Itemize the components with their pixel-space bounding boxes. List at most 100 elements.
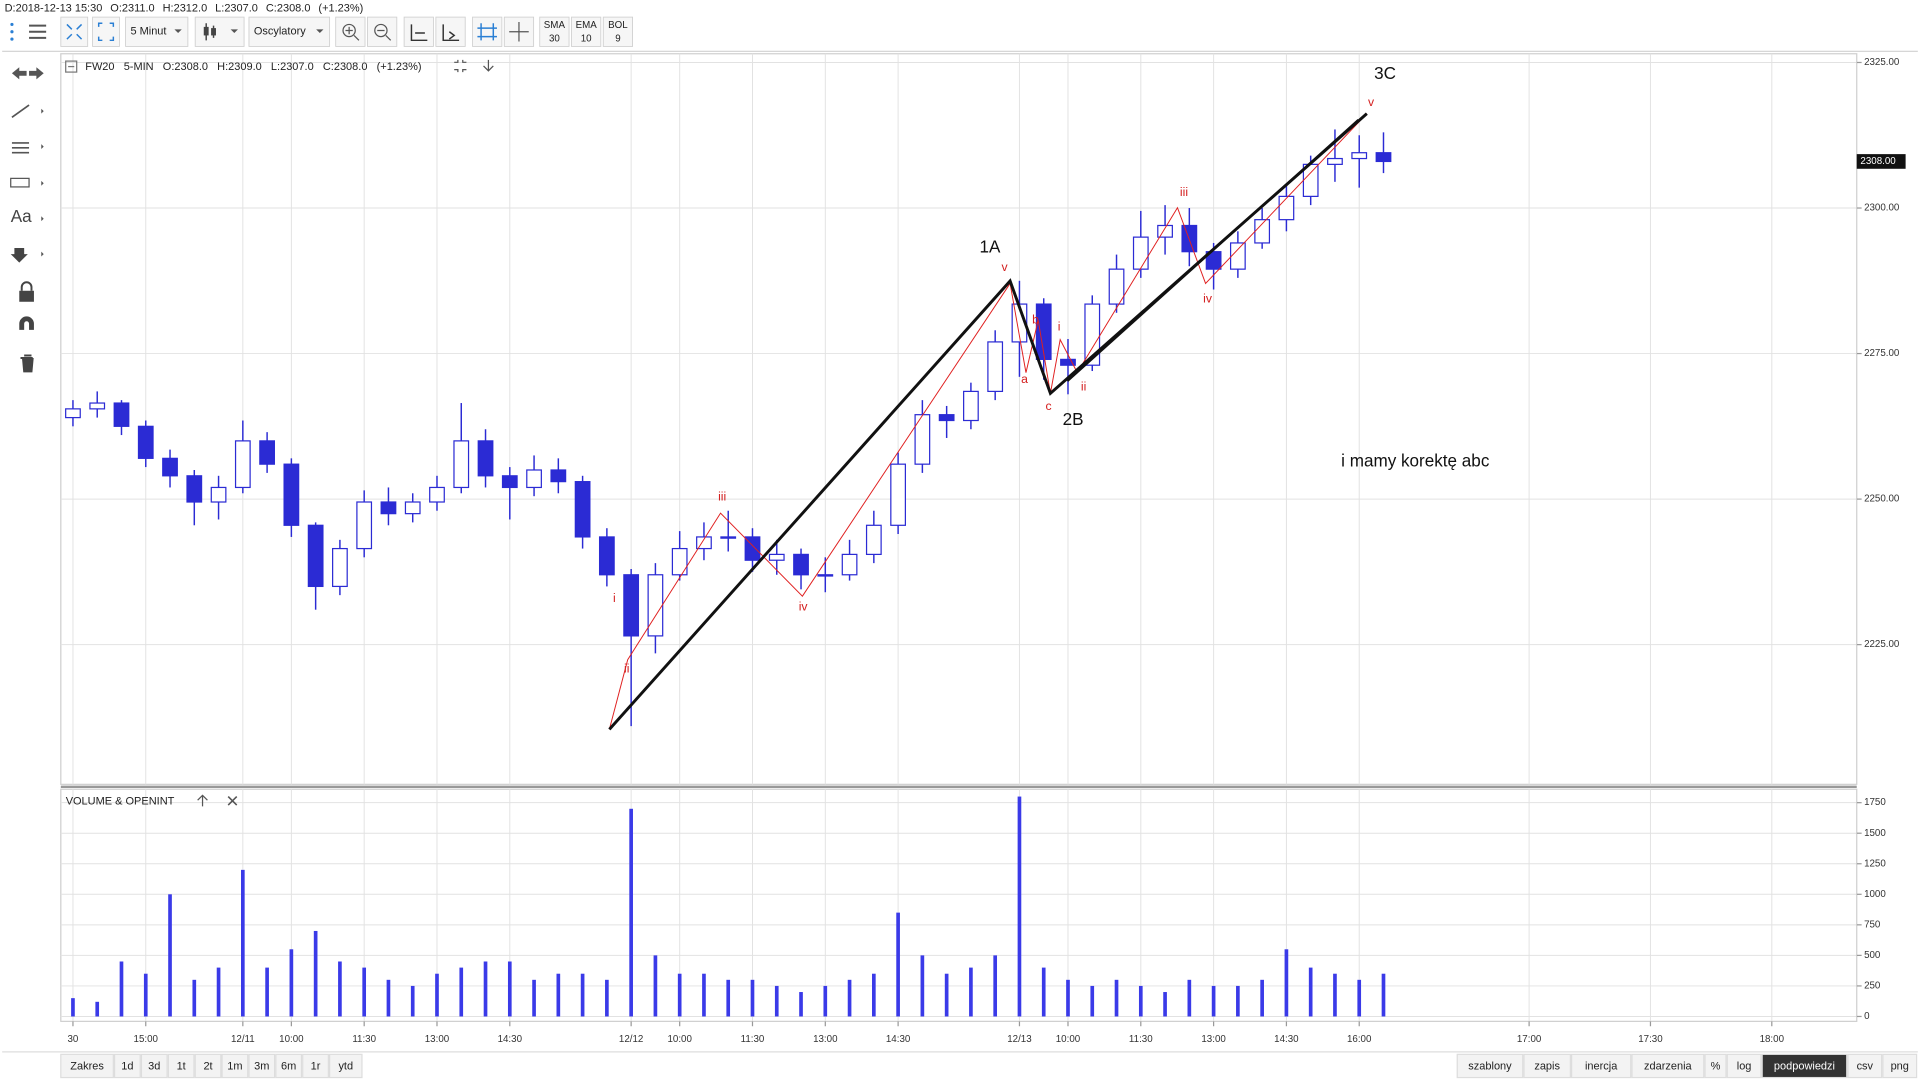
scroll-end-button[interactable] (435, 16, 466, 47)
price-panel (60, 53, 1858, 785)
status-low: L:2307.0 (215, 2, 258, 14)
indicator-button[interactable] (571, 16, 602, 47)
range-button[interactable] (140, 1053, 168, 1079)
fit-button[interactable] (92, 16, 120, 47)
candle-body (1060, 358, 1076, 366)
range-button[interactable] (302, 1053, 329, 1079)
channel-tool[interactable] (11, 142, 30, 154)
status-change: (+1.23%) (318, 2, 363, 14)
volume-bar (653, 955, 658, 1017)
option-button[interactable] (1847, 1053, 1883, 1079)
footer-bar: Zakres 1d 3d 1t 2t 1m 3m 6m 1r ytd szablony zapis in… (60, 1053, 1918, 1079)
range-button[interactable] (328, 1053, 363, 1079)
volume-bar (750, 979, 755, 1017)
option-button[interactable] (1631, 1053, 1705, 1079)
volume-bar (1017, 796, 1022, 1017)
move-pane-down[interactable] (483, 59, 494, 72)
volume-bar (1308, 967, 1313, 1017)
x-tick-label: 12/11 (231, 1034, 255, 1045)
indicator-button[interactable] (539, 16, 570, 47)
chart-type-select[interactable] (194, 16, 245, 47)
wave-label: i (613, 591, 616, 605)
arrow-tool[interactable] (10, 248, 28, 263)
volume-bar (1187, 979, 1192, 1017)
x-tick-label: 10:00 (279, 1034, 304, 1045)
option-button[interactable] (1570, 1053, 1632, 1079)
y-tick-label: 1500 (1864, 828, 1886, 839)
volume-bar (1381, 973, 1386, 1017)
candle-body (210, 486, 227, 503)
tool-sidebar: Aa (10, 67, 44, 373)
candle-body (1035, 303, 1052, 360)
option-label: csv (1857, 1060, 1874, 1072)
option-label: log (1737, 1060, 1752, 1072)
zoom-in-button[interactable] (335, 16, 366, 47)
option-button[interactable] (1523, 1053, 1571, 1079)
x-tick-label: 17:00 (1517, 1034, 1542, 1045)
legend-open: O:2308.0 (163, 61, 208, 73)
option-button[interactable] (1882, 1053, 1918, 1079)
volume-bar (920, 955, 925, 1017)
indicator-button[interactable] (602, 16, 634, 47)
candle-body (841, 553, 858, 576)
option-label: zdarzenia (1644, 1060, 1693, 1072)
candle-body (550, 469, 567, 483)
option-label: png (1891, 1060, 1909, 1072)
price-legend: FW20 5-MIN O:2308.0 H:2309.0 L:2307.0 C:… (85, 61, 421, 73)
collapse-toggle[interactable] (65, 60, 78, 73)
grid-button[interactable] (472, 16, 503, 47)
wave-degree-label: 2B (1063, 410, 1084, 429)
x-tick-label: 10:00 (667, 1034, 692, 1045)
wave-label: v (1002, 260, 1009, 274)
zoom-out-button[interactable] (367, 16, 398, 47)
dropdown-arrow (174, 29, 182, 33)
note-annotation: i mamy korektę abc (1341, 451, 1490, 470)
volume-bar (1090, 985, 1095, 1017)
text-tool[interactable]: Aa (11, 207, 32, 226)
wave-label: iii (718, 489, 726, 503)
magnet-tool[interactable] (19, 316, 34, 330)
range-button[interactable] (167, 1053, 195, 1079)
range-button[interactable] (194, 1053, 222, 1079)
scale-button[interactable] (403, 16, 434, 47)
wave-second-line (1066, 119, 1359, 382)
volume-bar (969, 967, 973, 1017)
range-button[interactable] (113, 1053, 141, 1079)
menu-dots[interactable] (10, 22, 14, 41)
candle-body (526, 469, 542, 489)
volume-bar (1284, 949, 1289, 1017)
option-button[interactable] (1456, 1053, 1524, 1079)
option-button[interactable] (1704, 1053, 1727, 1079)
menu-button[interactable] (29, 24, 47, 39)
line-tool[interactable] (11, 104, 30, 118)
wave-drawings (608, 112, 1368, 731)
fullscreen-button[interactable] (60, 16, 89, 47)
delete-tool[interactable] (20, 354, 34, 373)
status-close: C:2308.0 (266, 2, 311, 14)
nav-arrows[interactable] (11, 67, 44, 80)
indicator-name: SMA (544, 20, 566, 31)
oscillators-label: Oscylatory (254, 26, 306, 38)
oscillators-select[interactable] (248, 16, 331, 47)
wave-main-line (608, 112, 1368, 731)
range-label: 1m (227, 1060, 242, 1072)
y-tick-label: 0 (1864, 1011, 1870, 1022)
lock-tool[interactable] (19, 281, 34, 302)
volume-bar (1333, 973, 1337, 1017)
move-pane-up[interactable] (197, 794, 208, 807)
range-button[interactable] (248, 1053, 276, 1079)
volume-bar (702, 973, 706, 1017)
status-open: O:2311.0 (110, 2, 154, 14)
volume-title: VOLUME & OPENINT (66, 795, 175, 807)
close-pane[interactable] (227, 795, 238, 806)
maximize-pane[interactable] (454, 59, 467, 73)
candle-body (914, 414, 931, 465)
range-button[interactable] (275, 1053, 303, 1079)
option-button[interactable] (1726, 1053, 1762, 1079)
range-button[interactable] (221, 1053, 249, 1079)
candle-body (1327, 157, 1343, 165)
option-button[interactable] (1761, 1053, 1848, 1079)
fit-icon (97, 22, 115, 42)
ruler-tool[interactable] (10, 177, 30, 188)
candle-body (768, 553, 785, 561)
